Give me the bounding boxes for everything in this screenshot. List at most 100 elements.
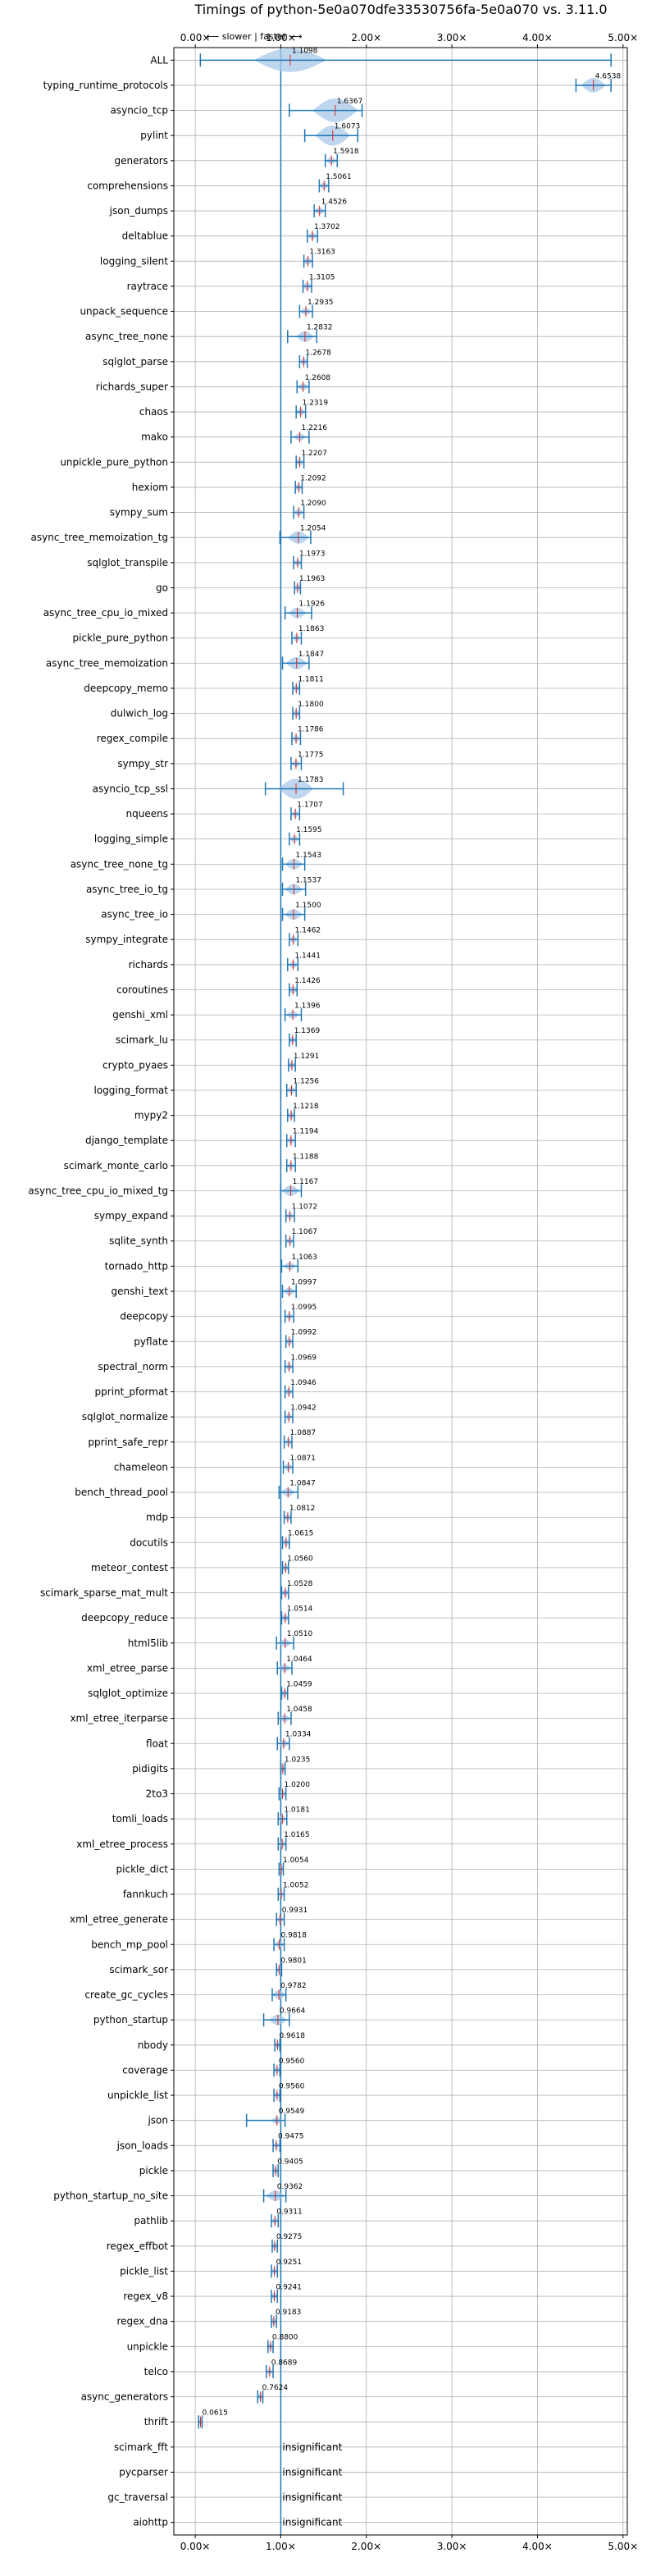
value-label: 1.0847 <box>289 1479 316 1487</box>
benchmark-mark-group: 1.0615 <box>281 1530 313 1550</box>
benchmark-mark-group: 1.1194 <box>285 1128 319 1148</box>
value-label: 0.8800 <box>272 2334 298 2342</box>
benchmark-mark-group: 1.0887 <box>283 1429 316 1449</box>
x-tick-label-bottom: 0.00× <box>180 2541 211 2552</box>
benchmark-label: crypto_pyaes <box>102 1059 168 1071</box>
benchmark-mark-group: 0.7624 <box>257 2384 288 2404</box>
value-label: 1.2216 <box>302 424 328 432</box>
benchmark-mark-group: 1.1441 <box>287 952 321 971</box>
benchmark-label: python_startup_no_site <box>53 2190 168 2202</box>
benchmark-mark-group: 1.1963 <box>294 575 325 595</box>
benchmark-label: logging_simple <box>94 834 168 845</box>
benchmark-mark-group: 1.1543 <box>281 852 321 871</box>
x-tick-label-top: 2.00× <box>351 32 381 43</box>
benchmark-mark-group: 1.0458 <box>277 1706 312 1725</box>
benchmark-mark-group: 0.9560 <box>273 2058 305 2077</box>
value-label: 1.1067 <box>292 1228 318 1236</box>
benchmark-label: deepcopy_reduce <box>81 1612 168 1624</box>
benchmark-mark-group: 1.5061 <box>318 173 352 193</box>
value-label: 0.9818 <box>281 1932 308 1940</box>
value-label: 1.1500 <box>295 902 321 910</box>
benchmark-label: async_tree_memoization <box>46 657 168 669</box>
x-tick-label-bottom: 1.00× <box>266 2541 296 2552</box>
benchmark-label: tornado_http <box>105 1260 168 1272</box>
benchmark-label: async_tree_none <box>85 331 168 342</box>
benchmark-label: telco <box>144 2366 168 2377</box>
benchmark-mark-group: 1.1063 <box>280 1254 317 1273</box>
value-label: 0.0615 <box>203 2409 228 2418</box>
value-label: 4.6538 <box>595 72 622 80</box>
value-label: 1.3105 <box>309 273 335 281</box>
value-label: 1.2935 <box>308 299 334 307</box>
benchmark-label: bench_thread_pool <box>75 1487 168 1498</box>
value-label: 0.9664 <box>280 2007 306 2016</box>
x-tick-label-bottom: 5.00× <box>608 2541 638 2552</box>
x-tick-label-top: 5.00× <box>608 32 638 43</box>
benchmark-mark-group: 1.6367 <box>289 98 362 122</box>
benchmark-label: coverage <box>122 2064 168 2076</box>
value-label: 0.9183 <box>276 2309 302 2317</box>
benchmark-mark-group: 1.1537 <box>281 876 321 896</box>
benchmark-label: unpickle_pure_python <box>60 456 168 468</box>
value-label: 1.1194 <box>293 1128 319 1136</box>
x-tick-label-top: 4.00× <box>522 32 553 43</box>
benchmark-label: bench_mp_pool <box>91 1939 168 1950</box>
benchmark-mark-group: 1.1847 <box>281 651 325 670</box>
benchmark-mark-group: 4.6538 <box>575 72 622 93</box>
value-label: 1.0528 <box>287 1580 313 1588</box>
value-label: 1.0054 <box>283 1857 309 1865</box>
benchmark-mark-group: 1.0054 <box>278 1857 309 1876</box>
benchmark-label: aiohttp <box>133 2517 168 2528</box>
benchmark-label: typing_runtime_protocols <box>43 80 168 91</box>
benchmark-mark-group: 0.8689 <box>265 2359 298 2378</box>
benchmark-label: mako <box>141 432 168 443</box>
benchmark-mark-group: 1.1291 <box>288 1053 319 1072</box>
benchmark-mark-group: 1.2207 <box>295 450 327 469</box>
value-label: 1.1537 <box>295 876 321 884</box>
benchmark-mark-group: 0.9241 <box>271 2283 302 2304</box>
value-label: 1.0235 <box>285 1756 311 1764</box>
benchmark-label: coroutines <box>116 984 168 995</box>
value-label: 1.2054 <box>300 525 326 533</box>
benchmark-mark-group: 1.1595 <box>289 826 322 846</box>
value-label: 1.1167 <box>293 1178 319 1186</box>
marks-layer: 1.1098 4.6538 1.6367 1.6073 1.5918 1.5061 1.45… <box>198 48 621 2528</box>
benchmark-label: pickle_list <box>120 2265 168 2277</box>
value-label: 0.9801 <box>280 1957 307 1965</box>
benchmark-mark-group: 0.9818 <box>273 1932 308 1952</box>
benchmark-label: scimark_lu <box>116 1035 168 1046</box>
benchmark-mark-group: 1.6073 <box>303 123 360 146</box>
benchmark-label: django_template <box>85 1135 168 1146</box>
benchmark-mark-group: 1.0235 <box>280 1756 311 1775</box>
benchmark-label: regex_compile <box>97 733 168 744</box>
benchmark-label: nbody <box>138 2039 168 2051</box>
value-label: 1.1783 <box>298 776 324 784</box>
benchmark-label: sympy_expand <box>94 1210 168 1222</box>
benchmark-mark-group: 1.0969 <box>284 1354 317 1373</box>
benchmark-label: pprint_safe_repr <box>88 1436 168 1448</box>
value-label: 0.9782 <box>280 1982 307 1990</box>
value-label: 1.2092 <box>300 474 326 482</box>
benchmark-label: async_tree_none_tg <box>71 858 168 870</box>
benchmark-label: scimark_sparse_mat_mult <box>40 1587 168 1599</box>
x-tick-label-top: 0.00× <box>180 32 211 43</box>
benchmark-mark-group: 1.3702 <box>307 223 340 243</box>
x-tick-label-top: 3.00× <box>437 32 467 43</box>
value-label: 1.0946 <box>290 1379 317 1387</box>
value-label: 0.9362 <box>277 2183 303 2191</box>
benchmark-mark-group: 1.0812 <box>283 1505 315 1524</box>
value-label: 1.1847 <box>298 651 325 659</box>
benchmark-mark-group: 1.4526 <box>313 198 347 218</box>
value-label: 0.9311 <box>276 2208 303 2217</box>
value-label: 1.0969 <box>291 1354 317 1362</box>
chart-subtitle: ⟵ slower | faster ⟶ <box>207 31 303 42</box>
benchmark-mark-group: 1.1369 <box>289 1027 320 1047</box>
benchmark-label: sqlglot_transpile <box>87 557 168 569</box>
benchmark-mark-group: 1.1218 <box>287 1103 319 1122</box>
benchmark-mark-group: 1.2092 <box>294 474 326 494</box>
benchmark-mark-group: 1.1800 <box>292 701 324 720</box>
benchmark-label: pyflate <box>134 1336 168 1347</box>
value-label: 1.1188 <box>293 1153 319 1161</box>
value-label: 0.9931 <box>282 1907 308 1915</box>
benchmark-mark-group: 1.2090 <box>293 500 326 519</box>
